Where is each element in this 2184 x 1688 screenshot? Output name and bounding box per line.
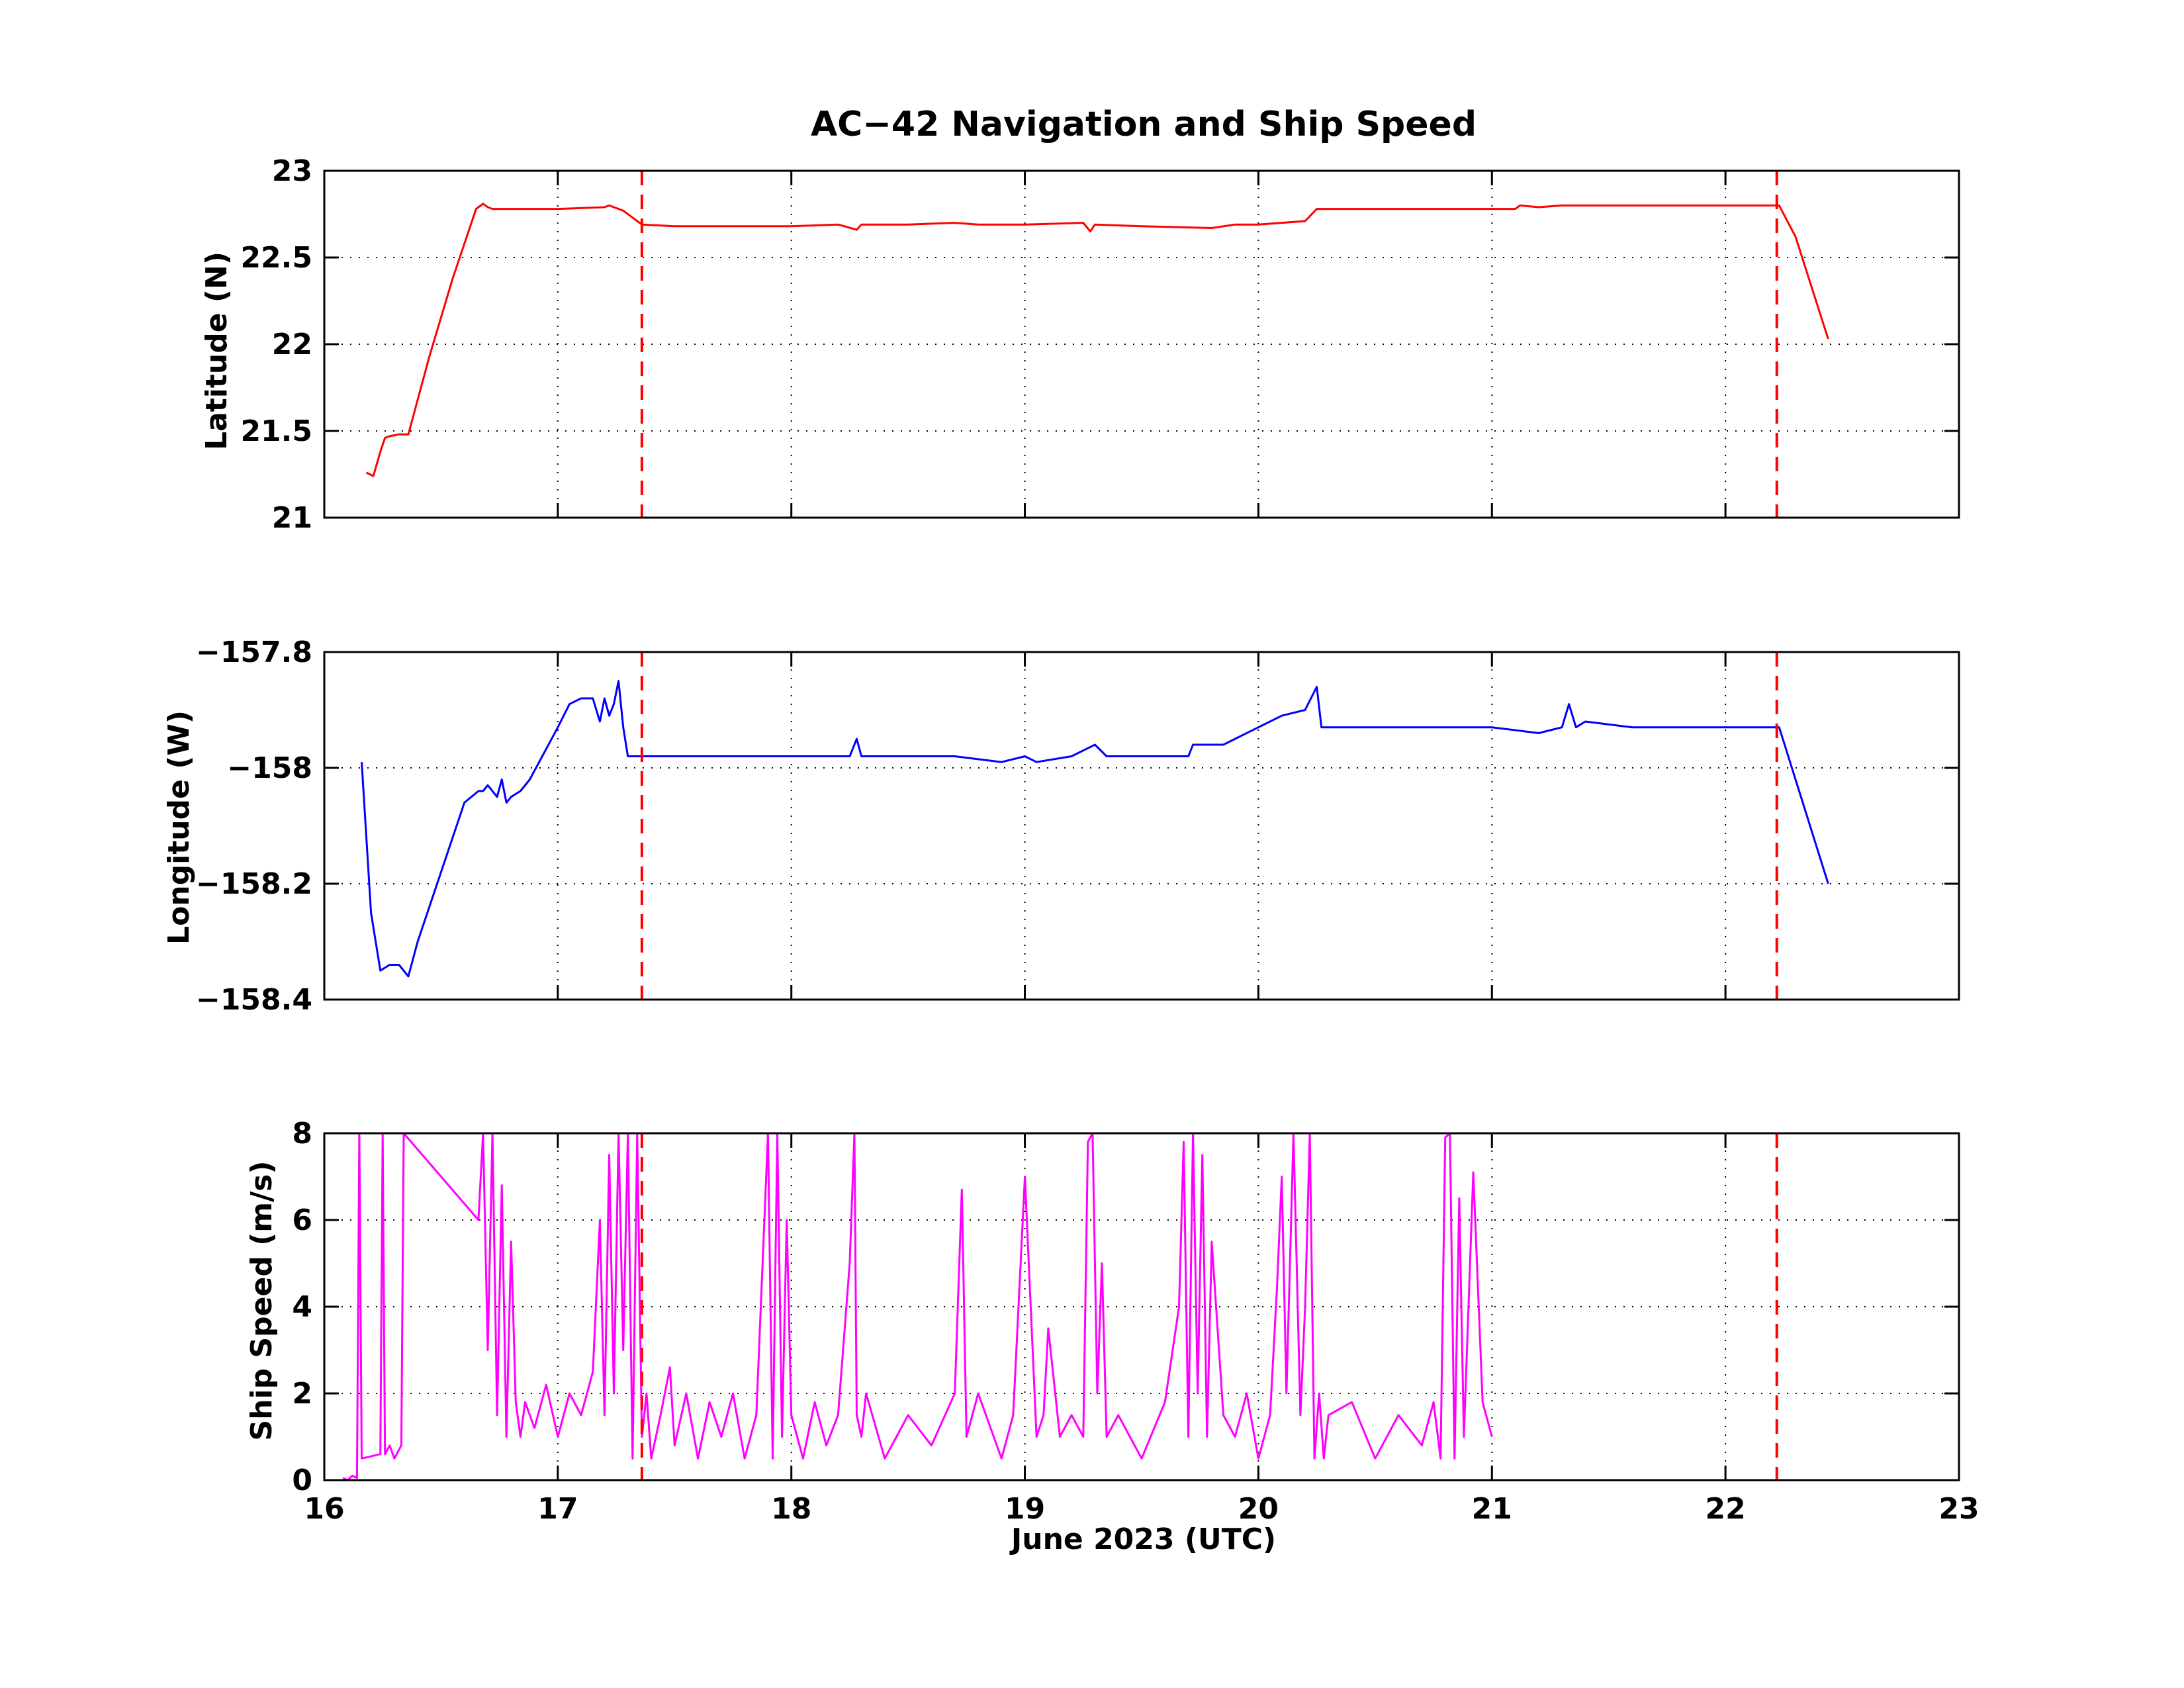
- y-tick-label: 6: [292, 1203, 312, 1237]
- ship-speed-panel: 0 2 4 6 8 16 17 18 19 20 21 22 23: [292, 1117, 1979, 1526]
- y-tick-label: −158.2: [196, 867, 312, 901]
- ship-speed-y-axis-label: Ship Speed (m/s): [245, 1161, 279, 1441]
- y-tick-label: 8: [292, 1117, 312, 1150]
- y-tick-label: −157.8: [196, 635, 312, 669]
- x-tick-label: 22: [1706, 1492, 1746, 1526]
- x-tick-label: 16: [304, 1492, 344, 1526]
- series-line: [361, 680, 1829, 978]
- y-tick-label: 0: [292, 1464, 312, 1497]
- x-tick-label: 18: [771, 1492, 811, 1526]
- y-tick-label: 21.5: [240, 414, 312, 448]
- chart-title: AC−42 Navigation and Ship Speed: [811, 105, 1477, 144]
- y-tick-label: 23: [272, 154, 312, 188]
- y-tick-label: 2: [292, 1377, 312, 1411]
- y-tick-label: −158: [227, 751, 312, 785]
- x-axis-label: June 2023 (UTC): [1009, 1523, 1276, 1556]
- x-tick-label: 21: [1472, 1492, 1512, 1526]
- longitude-y-axis-label: Longitude (W): [162, 710, 196, 945]
- y-tick-label: 4: [292, 1290, 312, 1324]
- latitude-y-axis-label: Latitude (N): [200, 252, 234, 450]
- y-tick-label: 22.5: [240, 241, 312, 275]
- series-line: [342, 1133, 1493, 1480]
- x-tick-label: 19: [1005, 1492, 1045, 1526]
- x-tick-label: 17: [537, 1492, 578, 1526]
- latitude-panel: 21 21.5 22 22.5 23: [240, 154, 1960, 535]
- axes-frame: [323, 651, 1960, 1001]
- longitude-panel: −157.8 −158 −158.2 −158.4: [196, 635, 1960, 1017]
- x-tick-label: 23: [1938, 1492, 1979, 1526]
- x-tick-label: 20: [1238, 1492, 1279, 1526]
- y-tick-label: 21: [272, 501, 312, 535]
- y-tick-label: 22: [272, 328, 312, 361]
- series-line: [365, 203, 1829, 477]
- y-tick-label: −158.4: [196, 983, 312, 1017]
